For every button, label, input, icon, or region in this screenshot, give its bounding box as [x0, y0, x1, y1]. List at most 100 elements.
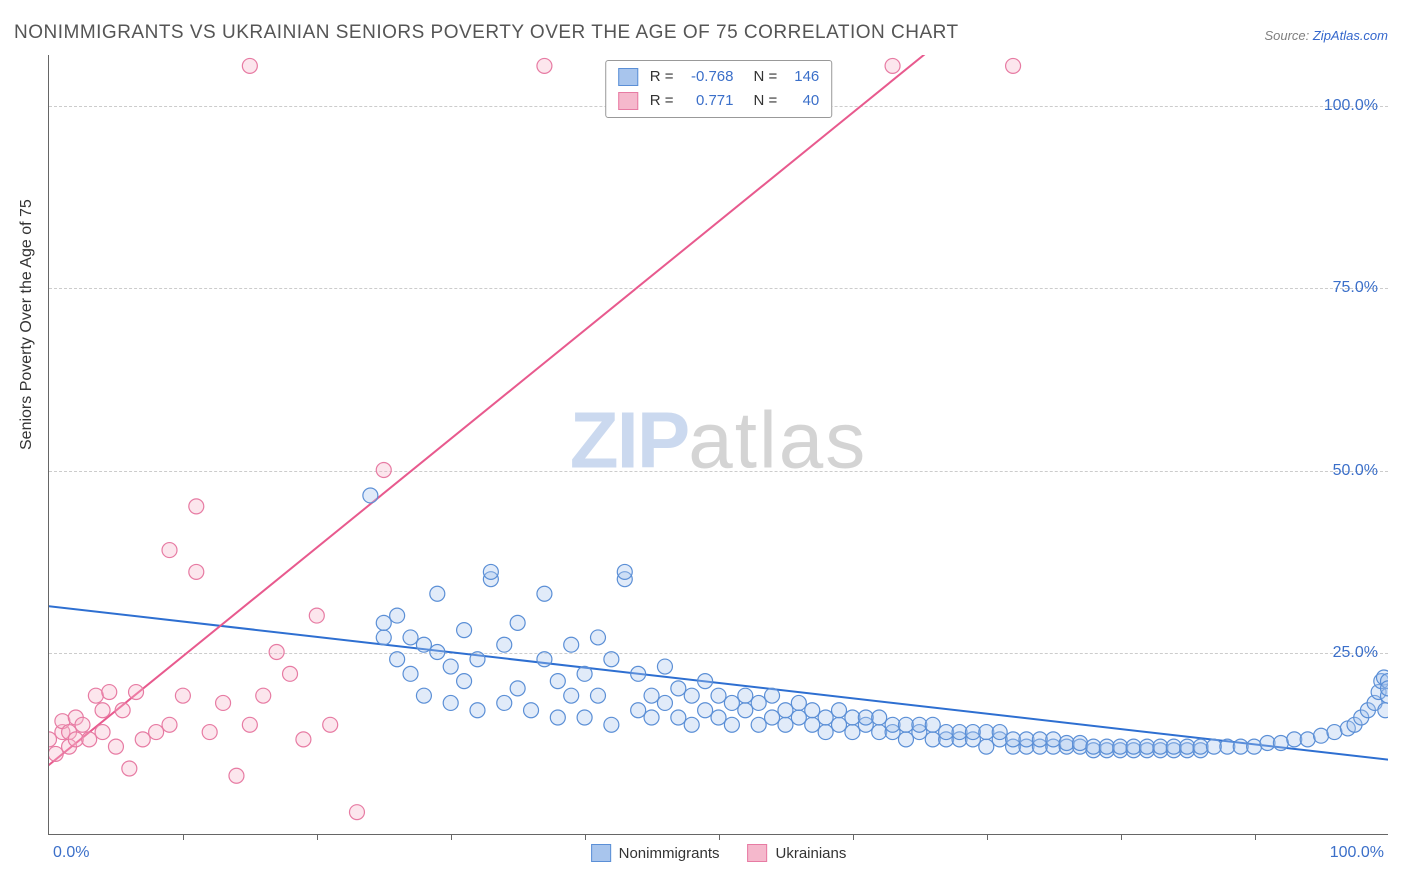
source-attribution: Source: ZipAtlas.com	[1264, 28, 1388, 43]
nonimmigrants-point	[564, 637, 579, 652]
r-value: -0.768	[682, 65, 734, 89]
legend-swatch	[748, 844, 768, 862]
legend-row: R =-0.768N =146	[618, 65, 820, 89]
nonimmigrants-point	[550, 710, 565, 725]
ukrainians-point	[162, 717, 177, 732]
nonimmigrants-point	[1193, 739, 1208, 754]
ukrainians-point	[242, 717, 257, 732]
nonimmigrants-point	[1153, 739, 1168, 754]
ukrainians-point	[242, 58, 257, 73]
nonimmigrants-point	[791, 695, 806, 710]
nonimmigrants-point	[724, 695, 739, 710]
nonimmigrants-point	[470, 652, 485, 667]
nonimmigrants-point	[497, 637, 512, 652]
ukrainians-point	[323, 717, 338, 732]
nonimmigrants-point	[671, 681, 686, 696]
ukrainians-point	[256, 688, 271, 703]
ukrainians-point	[135, 732, 150, 747]
nonimmigrants-point	[403, 630, 418, 645]
n-label: N =	[754, 89, 778, 113]
series-legend: Nonimmigrants Ukrainians	[591, 844, 847, 862]
nonimmigrants-point	[550, 674, 565, 689]
nonimmigrants-point	[805, 717, 820, 732]
nonimmigrants-point	[724, 717, 739, 732]
nonimmigrants-point	[457, 674, 472, 689]
nonimmigrants-point	[1019, 732, 1034, 747]
nonimmigrants-point	[832, 703, 847, 718]
nonimmigrants-point	[1300, 732, 1315, 747]
legend-item: Nonimmigrants	[591, 844, 720, 862]
x-tick	[719, 834, 720, 840]
nonimmigrants-point	[684, 688, 699, 703]
nonimmigrants-point	[1233, 739, 1248, 754]
nonimmigrants-point	[604, 717, 619, 732]
scatter-plot-svg	[49, 55, 1388, 834]
nonimmigrants-point	[1073, 736, 1088, 751]
nonimmigrants-point	[1314, 728, 1329, 743]
nonimmigrants-point	[430, 586, 445, 601]
ukrainians-point	[49, 746, 63, 761]
nonimmigrants-point	[765, 688, 780, 703]
nonimmigrants-point	[939, 725, 954, 740]
ukrainians-point	[376, 462, 391, 477]
n-value: 146	[785, 65, 819, 89]
y-axis-label: Seniors Poverty Over the Age of 75	[18, 199, 36, 450]
nonimmigrants-point	[590, 630, 605, 645]
n-value: 40	[785, 89, 819, 113]
ukrainians-point	[82, 732, 97, 747]
nonimmigrants-point	[698, 703, 713, 718]
nonimmigrants-point	[791, 710, 806, 725]
ukrainians-point	[88, 688, 103, 703]
nonimmigrants-point	[590, 688, 605, 703]
nonimmigrants-point	[430, 645, 445, 660]
nonimmigrants-point	[738, 688, 753, 703]
nonimmigrants-point	[1099, 739, 1114, 754]
x-tick	[451, 834, 452, 840]
correlation-legend: R =-0.768N =146R =0.771N =40	[605, 60, 833, 118]
nonimmigrants-point	[805, 703, 820, 718]
nonimmigrants-point	[898, 717, 913, 732]
nonimmigrants-point	[604, 652, 619, 667]
nonimmigrants-point	[577, 666, 592, 681]
chart-container: NONIMMIGRANTS VS UKRAINIAN SENIORS POVER…	[0, 0, 1406, 892]
r-value: 0.771	[682, 89, 734, 113]
nonimmigrants-point	[416, 637, 431, 652]
nonimmigrants-point	[751, 695, 766, 710]
ukrainians-point	[296, 732, 311, 747]
nonimmigrants-point	[1273, 736, 1288, 751]
ukrainians-point	[95, 703, 110, 718]
nonimmigrants-point	[1287, 732, 1302, 747]
legend-label: Ukrainians	[776, 845, 847, 862]
ukrainians-regression-line	[49, 55, 933, 776]
nonimmigrants-point	[1180, 739, 1195, 754]
nonimmigrants-point	[510, 615, 525, 630]
nonimmigrants-point	[711, 710, 726, 725]
ukrainians-point	[129, 685, 144, 700]
source-prefix: Source:	[1264, 28, 1312, 43]
nonimmigrants-point	[1327, 725, 1342, 740]
nonimmigrants-point	[671, 710, 686, 725]
source-link[interactable]: ZipAtlas.com	[1313, 28, 1388, 43]
nonimmigrants-point	[631, 666, 646, 681]
legend-swatch	[618, 68, 638, 86]
ukrainians-point	[75, 717, 90, 732]
ukrainians-point	[283, 666, 298, 681]
nonimmigrants-point	[1378, 703, 1388, 718]
nonimmigrants-point	[483, 564, 498, 579]
nonimmigrants-point	[1006, 732, 1021, 747]
ukrainians-point	[68, 732, 83, 747]
legend-item: Ukrainians	[748, 844, 847, 862]
chart-title: NONIMMIGRANTS VS UKRAINIAN SENIORS POVER…	[14, 22, 959, 44]
nonimmigrants-point	[577, 710, 592, 725]
nonimmigrants-point	[537, 586, 552, 601]
nonimmigrants-point	[1032, 732, 1047, 747]
ukrainians-point	[229, 768, 244, 783]
ukrainians-point	[122, 761, 137, 776]
nonimmigrants-point	[564, 688, 579, 703]
legend-swatch	[591, 844, 611, 862]
nonimmigrants-point	[457, 623, 472, 638]
nonimmigrants-point	[818, 710, 833, 725]
ukrainians-point	[189, 499, 204, 514]
ukrainians-point	[537, 58, 552, 73]
nonimmigrants-point	[872, 725, 887, 740]
